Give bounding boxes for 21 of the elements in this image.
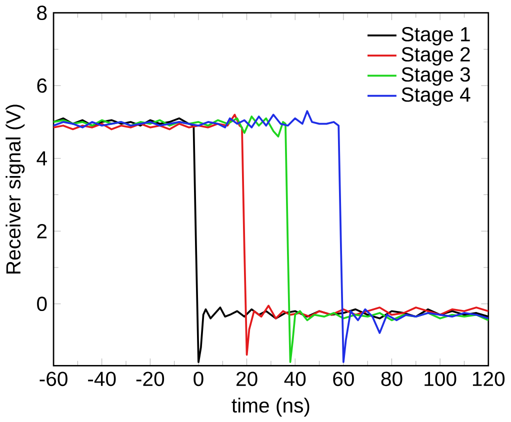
x-tick-label: 120 xyxy=(472,372,505,386)
legend-label: Stage 2 xyxy=(402,47,470,66)
x-tick-label: 0 xyxy=(194,372,204,386)
y-tick-label: 4 xyxy=(36,151,47,166)
x-tick-label: -20 xyxy=(136,372,164,386)
x-axis-title: time (ns) xyxy=(232,398,310,416)
x-tick-label: 100 xyxy=(424,372,456,386)
x-tick-label: -60 xyxy=(40,372,68,386)
y-tick-label: 2 xyxy=(37,224,47,238)
x-tick-label: 80 xyxy=(381,372,402,386)
x-tick-label: 40 xyxy=(284,372,306,386)
y-tick-label: 6 xyxy=(37,78,47,93)
x-tick-label: 60 xyxy=(333,372,354,386)
x-tick-label: -40 xyxy=(88,372,116,386)
legend-label: Stage 3 xyxy=(402,67,470,86)
legend-label: Stage 4 xyxy=(402,87,470,106)
legend-label: Stage 1 xyxy=(402,26,470,46)
y-tick-label: 8 xyxy=(37,6,47,20)
x-tick-label: 20 xyxy=(236,372,258,386)
y-tick-label: 0 xyxy=(37,296,47,311)
y-axis-title: Receiver signal (V) xyxy=(6,104,25,274)
